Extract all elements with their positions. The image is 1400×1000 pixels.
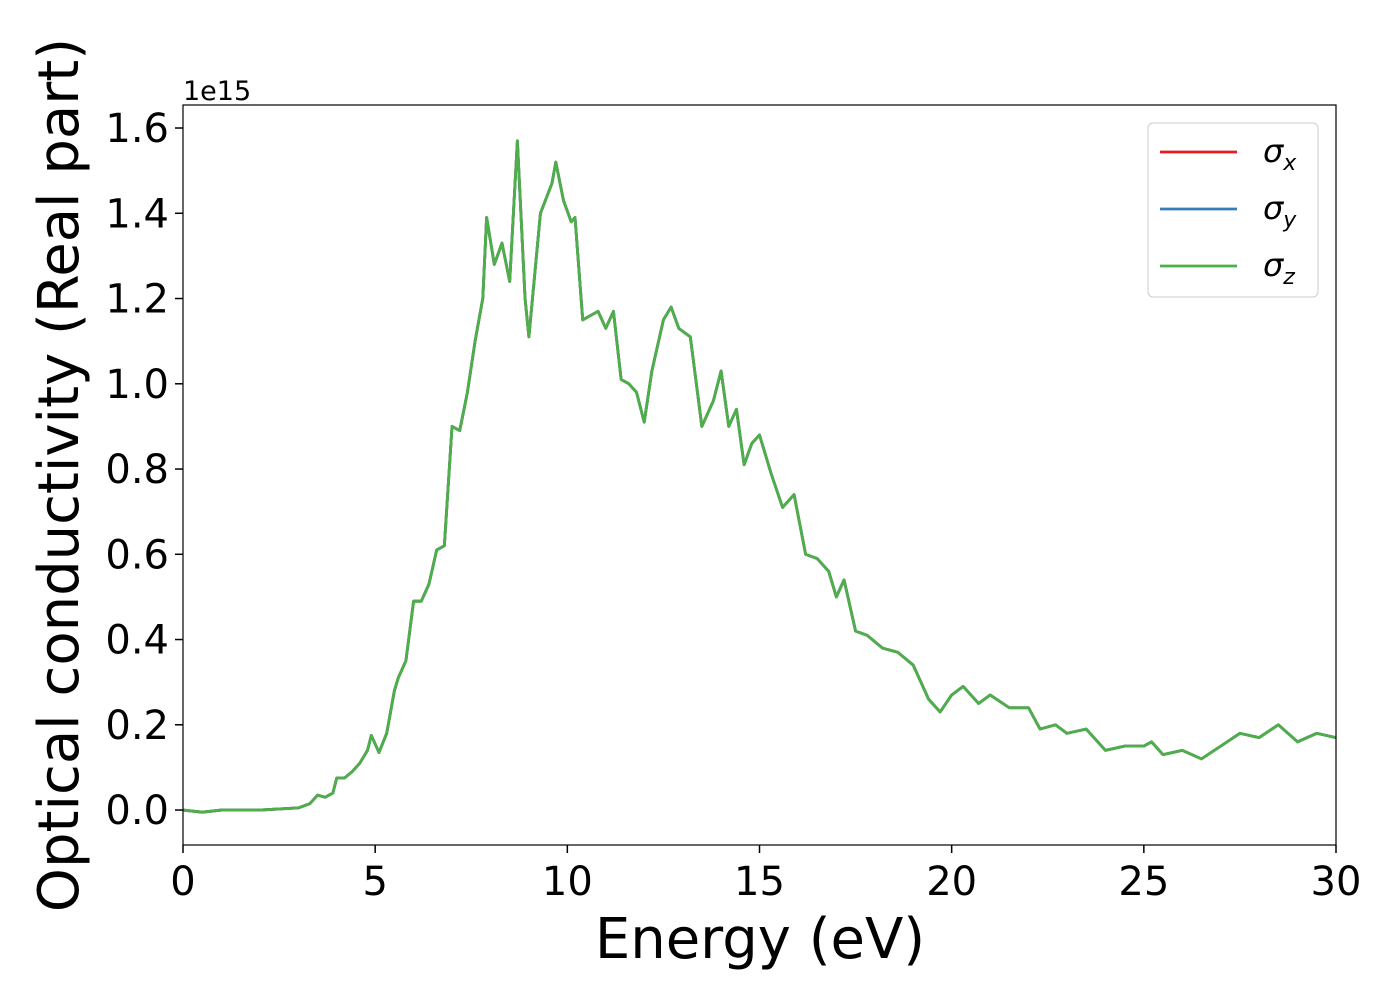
legend-label: σy xyxy=(1263,189,1297,233)
y-tick-label: 1.4 xyxy=(105,191,169,237)
y-tick-label: 0.8 xyxy=(105,447,169,493)
plot-frame xyxy=(182,104,1337,846)
x-tick-label: 0 xyxy=(170,859,195,905)
x-tick-label: 15 xyxy=(734,859,785,905)
y-tick-label: 1.2 xyxy=(105,277,169,323)
y-tick-label: 0.6 xyxy=(105,532,169,578)
y-tick-label: 1.6 xyxy=(105,106,169,152)
legend-label: σz xyxy=(1263,246,1295,290)
y-axis-label: Optical conductivity (Real part) xyxy=(27,38,92,912)
legend-label: σx xyxy=(1263,132,1297,176)
x-axis-label: Energy (eV) xyxy=(595,907,925,972)
x-tick-label: 20 xyxy=(926,859,977,905)
offset-text: 1e15 xyxy=(183,76,251,107)
y-tick-label: 0.0 xyxy=(105,788,169,834)
y-tick-label: 1.0 xyxy=(105,362,169,408)
y-tick-label: 0.2 xyxy=(105,703,169,749)
x-tick-label: 10 xyxy=(542,859,593,905)
series-line xyxy=(182,139,1337,814)
x-tick-label: 30 xyxy=(1311,859,1362,905)
x-tick-label: 25 xyxy=(1118,859,1169,905)
y-tick-label: 0.4 xyxy=(105,618,169,664)
x-tick-label: 5 xyxy=(362,859,387,905)
